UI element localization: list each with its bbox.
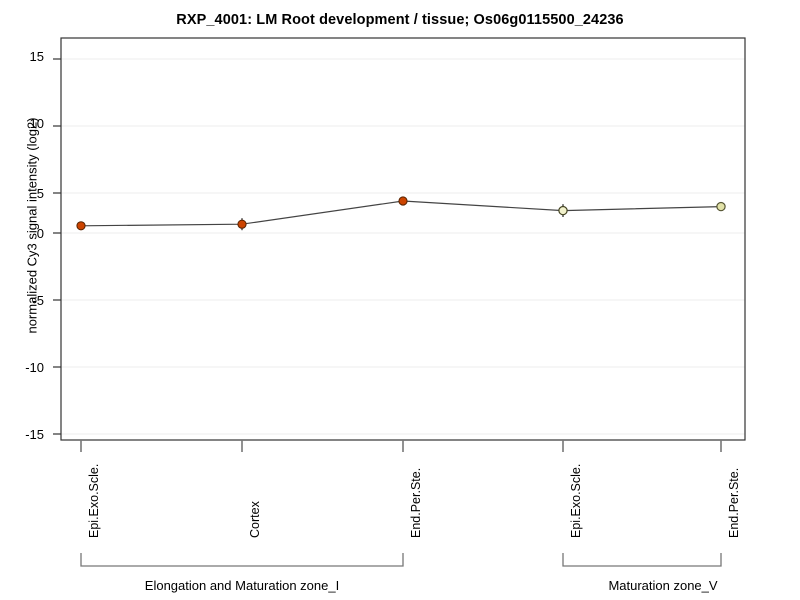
data-point[interactable] [716,201,726,212]
data-point[interactable] [398,196,408,206]
y-tick-label-0: 0 [36,226,44,241]
y-tick-label-10: 10 [29,116,44,131]
group-label-maturation-zone-v: Maturation zone_V [608,578,718,593]
group-label-elongation-maturation-zone-i: Elongation and Maturation zone_I [144,578,340,593]
group-brackets [80,553,722,567]
y-tick-marks [53,58,61,435]
y-tick-label-minus15: -15 [25,427,44,442]
plot-frame [60,37,746,441]
y-tick-label-minus5: -5 [32,293,44,308]
x-tick-marks [80,440,722,452]
y-tick-label-15: 15 [29,49,44,64]
data-point[interactable] [558,205,568,216]
y-tick-label-minus10: -10 [25,360,44,375]
data-points[interactable] [76,196,726,231]
data-point[interactable] [76,221,86,231]
chart-title: RXP_4001: LM Root development / tissue; … [176,12,624,28]
y-tick-label-5: 5 [36,186,44,201]
gridlines [61,58,745,435]
data-point[interactable] [237,219,247,229]
